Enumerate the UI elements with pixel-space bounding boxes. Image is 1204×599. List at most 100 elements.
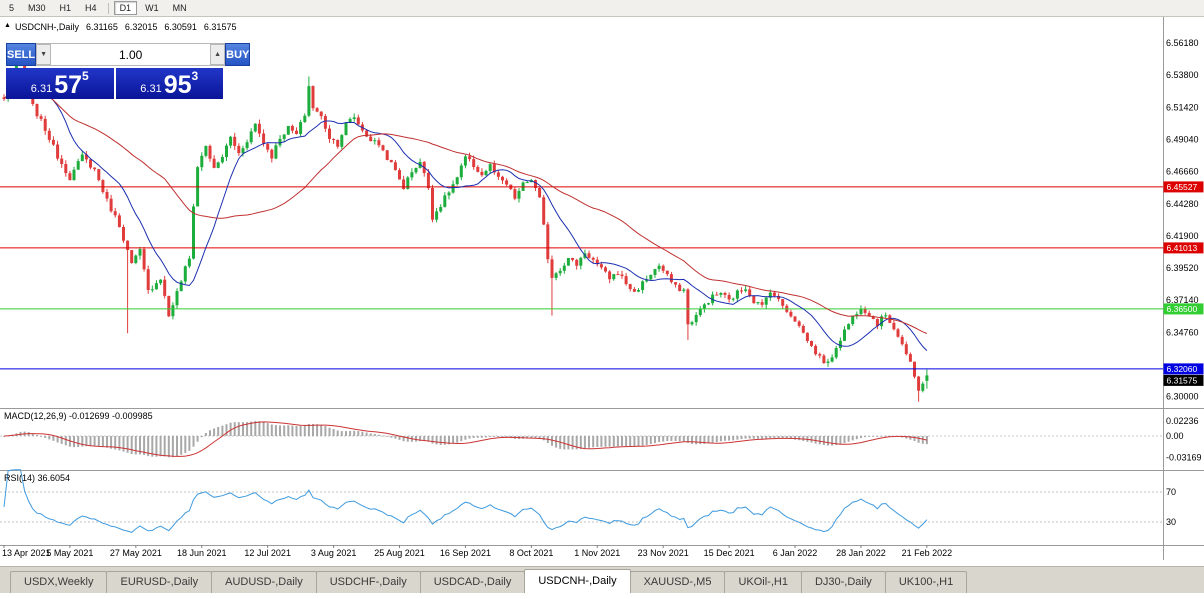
buy-button[interactable]: BUY [225,43,251,66]
volume-input[interactable] [51,44,211,65]
timeframe-toolbar: 5 M30 H1 H4 D1 W1 MN [0,0,1204,17]
date-axis-label: 18 Jun 2021 [177,548,227,558]
buy-price-display[interactable]: 6.31 95 3 [115,68,223,99]
chart-tabs-bar: USDX,Weekly EURUSD-,Daily AUDUSD-,Daily USD… [0,566,1204,593]
rsi-line [3,469,928,533]
ohlc-high: 6.32015 [124,22,158,32]
macd-signal-line [3,421,928,457]
ohlc-close: 6.31575 [203,22,237,32]
buy-price-big-digits: 95 [163,71,192,99]
macd-pane: MACD(12,26,9) -0.012699 -0.009985 0.02236… [0,411,1202,462]
volume-control: ▼ ▲ [36,43,226,66]
collapse-triangle-icon[interactable]: ▲ [4,22,11,29]
sell-price-prefix: 6.31 [30,83,53,95]
ohlc-low: 6.30591 [164,22,197,32]
date-axis-label: 16 Sep 2021 [440,548,491,558]
timeframe-d1[interactable]: D1 [113,1,138,15]
chart-window: 6.56180 6.53800 6.51420 6.49040 6.46660 6.442… [0,17,1204,560]
date-axis-label: 25 Aug 2021 [374,548,425,558]
bid-price-box [1163,374,1204,386]
price-axis-label: 6.41900 [1166,231,1199,241]
timeframe-h4[interactable]: H4 [85,3,97,13]
price-axis-label: 6.49040 [1166,135,1199,145]
volume-decrease-button[interactable]: ▼ [36,44,52,65]
level-price-box-text: 6.36500 [1167,304,1198,314]
ohlc-header: ▲ USDCNH-,Daily 6.31165 6.32015 6.30591 … [4,22,236,32]
date-axis-label: 1 Nov 2021 [574,548,620,558]
buy-price-prefix: 6.31 [140,83,162,95]
timeframe-mn[interactable]: MN [172,3,187,13]
tab-usdx-weekly[interactable]: USDX,Weekly [10,571,108,593]
level-price-box-text: 6.45527 [1167,182,1198,192]
price-axis-label: 6.51420 [1166,102,1199,112]
bottom-area: USDX,Weekly EURUSD-,Daily AUDUSD-,Daily USD… [0,566,1204,599]
date-axis-label: 15 Dec 2021 [704,548,755,558]
tab-usdcad-daily[interactable]: USDCAD-,Daily [419,571,526,593]
price-axis-label: 6.30000 [1166,392,1199,402]
volume-increase-button[interactable]: ▲ [210,44,226,65]
tab-dj30-daily[interactable]: DJ30-,Daily [800,571,886,593]
price-axis-label: 6.44280 [1166,199,1199,209]
level-price-box-text: 6.41013 [1167,243,1198,253]
price-axis[interactable]: 6.56180 6.53800 6.51420 6.49040 6.46660 6.442… [1166,38,1199,402]
ma-fast-line [3,76,928,351]
ma-slow-line [3,76,928,334]
date-axis-label: 28 Jan 2022 [836,548,886,558]
chevron-down-icon: ▼ [40,51,48,58]
tab-xauusd-m5[interactable]: XAUUSD-,M5 [629,571,726,593]
date-axis-label: 6 Jan 2022 [773,548,818,558]
level-price-box [1163,181,1204,193]
date-axis-label: 12 Jul 2021 [244,548,291,558]
rsi-axis-label: 30 [1166,517,1176,527]
price-axis-label: 6.37140 [1166,295,1199,305]
macd-label: MACD(12,26,9) -0.012699 -0.009985 [4,411,153,421]
toolbar-separator [107,2,109,14]
tab-audusd-daily[interactable]: AUDUSD-,Daily [211,571,317,593]
date-axis-label: 27 May 2021 [110,548,162,558]
rsi-axis-label: 70 [1166,487,1176,497]
date-axis-label: 23 Nov 2021 [638,548,689,558]
tab-ukoil-h1[interactable]: UKOil-,H1 [724,571,802,593]
level-price-box-text: 6.32060 [1167,364,1198,374]
macd-axis-label: 0.00 [1166,431,1184,441]
moving-averages-layer [3,76,928,351]
date-axis-label: 3 Aug 2021 [311,548,357,558]
price-axis-label: 6.56180 [1166,38,1199,48]
timeframe-m30[interactable]: M30 [28,3,46,13]
tab-usdchf-daily[interactable]: USDCHF-,Daily [315,571,421,593]
macd-axis-label: -0.03169 [1166,452,1202,462]
level-price-box [1163,242,1204,254]
pane-separators [0,17,1204,560]
level-lines [0,186,1163,370]
sell-price-display[interactable]: 6.31 57 5 [6,68,114,99]
level-price-box [1163,303,1204,315]
price-axis-label: 6.34760 [1166,327,1199,337]
sell-price-pipette: 5 [82,69,89,83]
timeframe-w1[interactable]: W1 [145,3,159,13]
bid-price-box-text: 6.31575 [1167,375,1198,385]
timeframe-5[interactable]: 5 [9,3,15,13]
rsi-pane: RSI(14) 36.6054 70 30 [0,469,1176,533]
date-axis-label: 13 Apr 2021 [2,548,51,558]
price-axis-label: 6.46660 [1166,167,1199,177]
candles-layer [2,51,929,402]
price-axis-label: 6.39520 [1166,263,1199,273]
date-axis-label: 8 Oct 2021 [509,548,553,558]
tab-usdcnh-daily[interactable]: USDCNH-,Daily [524,569,631,593]
sell-price-big-digits: 57 [54,71,83,99]
rsi-label: RSI(14) 36.6054 [4,473,70,483]
symbol-title: USDCNH-,Daily [14,22,79,32]
timeframe-h1[interactable]: H1 [59,3,72,13]
level-price-box [1163,363,1204,375]
date-axis-label: 21 Feb 2022 [902,548,953,558]
sell-button[interactable]: SELL [6,43,37,66]
price-axis-label: 6.53800 [1166,70,1199,80]
tab-uk100-h1[interactable]: UK100-,H1 [884,571,968,593]
chart-svg[interactable]: 6.56180 6.53800 6.51420 6.49040 6.46660 6.442… [0,17,1204,560]
buy-price-pipette: 3 [191,69,199,83]
tab-eurusd-daily[interactable]: EURUSD-,Daily [106,571,213,593]
date-axis-label: 5 May 2021 [46,548,93,558]
